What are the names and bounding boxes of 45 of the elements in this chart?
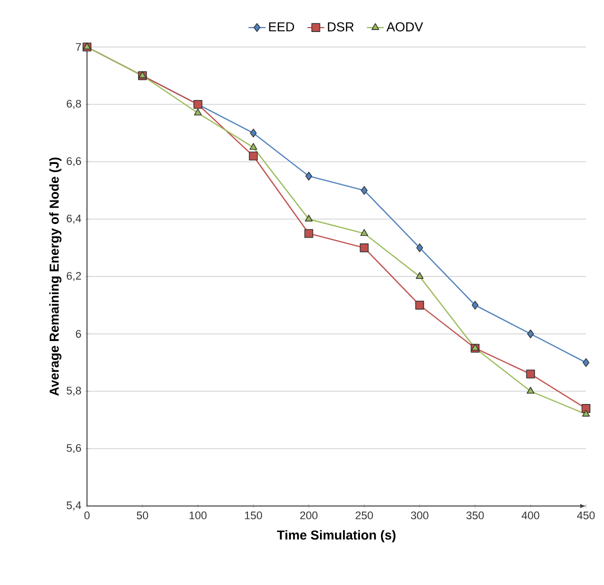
x-tick-label: 450 <box>577 512 595 520</box>
point <box>526 386 534 394</box>
y-tick-label: 5,6 <box>66 444 81 454</box>
x-tick-label: 400 <box>522 512 540 520</box>
point <box>472 300 479 310</box>
point <box>582 410 590 417</box>
point <box>360 243 369 252</box>
point <box>360 229 368 236</box>
point <box>527 329 534 338</box>
point <box>582 358 590 367</box>
point <box>250 128 257 138</box>
x-axis-title: Time Simulation (s) <box>277 530 396 542</box>
y-tick-label: 6,8 <box>66 100 81 109</box>
point <box>249 143 258 150</box>
y-tick-label: 6,2 <box>66 272 81 282</box>
point <box>305 172 312 180</box>
x-tick-label: 300 <box>410 512 428 520</box>
y-tick-label: 7 <box>76 43 81 51</box>
point <box>304 229 314 238</box>
x-tick-label: 150 <box>245 512 262 520</box>
y-tick-label: 6,6 <box>66 157 81 166</box>
point <box>193 100 202 109</box>
point <box>248 152 258 160</box>
x-tick-label: 200 <box>300 512 318 520</box>
y-tick-label: 6,4 <box>66 214 82 224</box>
point <box>194 108 202 116</box>
x-tick-label: 250 <box>356 512 373 520</box>
y-tick-label: 5,4 <box>66 502 82 510</box>
point <box>360 186 368 195</box>
y-axis-title: Average Remaining Energy of Node (J) <box>49 158 62 396</box>
x-tick-label: 350 <box>466 512 484 520</box>
legend-label: AODV <box>386 22 424 32</box>
x-tick-label: 0 <box>84 512 90 520</box>
y-tick-label: 6 <box>76 330 81 338</box>
point <box>304 214 313 222</box>
point <box>582 404 590 413</box>
point <box>416 243 424 252</box>
point <box>416 272 424 279</box>
legend-label: EED <box>269 22 294 32</box>
legend-label: DSR <box>328 22 354 32</box>
x-tick-label: 100 <box>190 512 207 520</box>
point <box>526 370 535 378</box>
x-tick-label: 50 <box>136 512 148 520</box>
y-tick-label: 5,8 <box>66 386 81 396</box>
point <box>415 300 424 310</box>
